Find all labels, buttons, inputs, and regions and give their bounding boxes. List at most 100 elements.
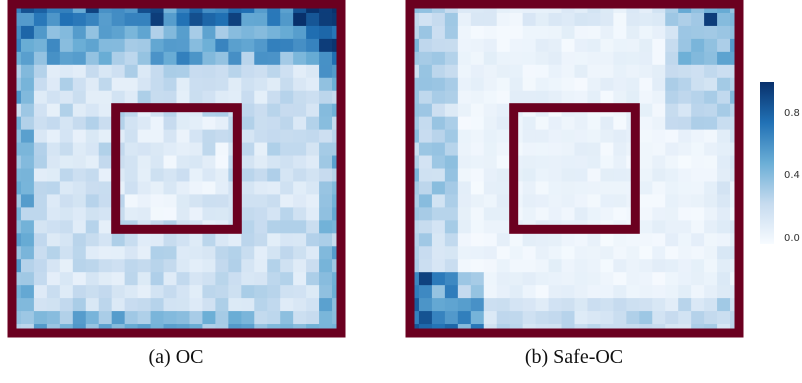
heatmap-cell [293, 12, 307, 27]
heatmap-cell [124, 90, 139, 105]
heatmap-cell [613, 168, 627, 182]
heatmap-cell [431, 12, 446, 27]
heatmap-cell [418, 25, 433, 40]
heatmap-cell [137, 155, 152, 169]
heatmap-cell [704, 77, 718, 92]
heatmap-cell [457, 64, 472, 79]
heatmap-cell [85, 51, 100, 66]
heatmap-cell [33, 38, 48, 53]
heatmap-cell [626, 259, 640, 273]
heatmap-cell [176, 116, 190, 131]
heatmap-cell [613, 77, 627, 92]
heatmap-cell [678, 77, 692, 92]
heatmap-cell [652, 207, 666, 221]
heatmap-cell [444, 103, 459, 118]
heatmap-cell [215, 77, 229, 92]
heatmap-cell [124, 233, 139, 247]
heatmap-cell [431, 142, 446, 157]
heatmap-cell [717, 246, 731, 260]
heatmap-cell [150, 90, 165, 105]
heatmap-cell [306, 246, 320, 260]
heatmap-cell [72, 259, 87, 273]
heatmap-cell [98, 272, 113, 286]
heatmap-cell [548, 285, 563, 299]
heatmap-cell [228, 51, 242, 66]
heatmap-cell [704, 38, 718, 53]
heatmap-cell [137, 90, 152, 105]
heatmap-cell [691, 168, 705, 182]
heatmap-cell [600, 12, 614, 27]
heatmap-cell [72, 103, 87, 118]
heatmap-cell [418, 220, 433, 234]
heatmap-cell [202, 25, 216, 40]
heatmap-cell [137, 12, 152, 27]
heatmap-cell [176, 25, 190, 40]
heatmap-cell [319, 116, 333, 131]
heatmap-cell [496, 311, 511, 325]
heatmap-cell [267, 90, 281, 105]
heatmap-cell [717, 38, 731, 53]
heatmap-cell [59, 64, 74, 79]
heatmap-cell [280, 51, 294, 66]
heatmap-cell [293, 129, 307, 144]
heatmap-cell [509, 25, 524, 40]
heatmap-cell [470, 103, 485, 118]
heatmap-cell [267, 103, 281, 118]
heatmap-cell [600, 25, 614, 40]
heatmap-cell [704, 129, 718, 144]
heatmap-cell [457, 90, 472, 105]
heatmap-cell [59, 298, 74, 312]
heatmap-cell [561, 168, 575, 182]
heatmap-cell [483, 311, 498, 325]
heatmap-cell [254, 129, 268, 144]
heatmap-cell [639, 207, 653, 221]
heatmap-cell [20, 129, 35, 144]
heatmap-cell [241, 259, 255, 273]
heatmap-cell [509, 12, 524, 27]
heatmap-cell [189, 38, 203, 53]
heatmap-cell [293, 64, 307, 79]
heatmap-cell [678, 311, 692, 325]
heatmap-cell [483, 103, 498, 118]
heatmap-cell [293, 25, 307, 40]
heatmap-cell [59, 311, 74, 325]
heatmap-cell [704, 142, 718, 157]
heatmap-cell [652, 129, 666, 144]
heatmap-cell [691, 285, 705, 299]
heatmap-cell [72, 246, 87, 260]
heatmap-cell [189, 272, 203, 286]
heatmap-cell [319, 259, 333, 273]
heatmap-cell [600, 142, 614, 157]
heatmap-cell [678, 181, 692, 195]
heatmap-cell [98, 168, 113, 182]
heatmap-cell [280, 298, 294, 312]
heatmap-cell [319, 311, 333, 325]
heatmap-cell [600, 207, 614, 221]
heatmap-cell [189, 116, 203, 131]
heatmap-cell [717, 285, 731, 299]
heatmap-cell [431, 207, 446, 221]
heatmap-cell [267, 38, 281, 53]
heatmap-cell [704, 90, 718, 105]
heatmap-cell [639, 311, 653, 325]
heatmap-cell [717, 181, 731, 195]
heatmap-cell [548, 25, 563, 40]
heatmap-cell [202, 155, 216, 169]
heatmap-cell [59, 207, 74, 221]
heatmap-cell [163, 116, 177, 131]
heatmap-cell [319, 220, 333, 234]
heatmap-cell [150, 207, 165, 221]
heatmap-cell [33, 272, 48, 286]
heatmap-cell [267, 129, 281, 144]
heatmap-cell [202, 51, 216, 66]
heatmap-cell [293, 272, 307, 286]
heatmap-cell [587, 168, 601, 182]
caption-safe-oc: (b) Safe-OC [524, 346, 624, 368]
heatmap-cell [215, 12, 229, 27]
heatmap-cell [535, 64, 550, 79]
heatmap-cell [444, 233, 459, 247]
heatmap-cell [267, 51, 281, 66]
heatmap-cell [150, 246, 165, 260]
heatmap-cell [124, 64, 139, 79]
